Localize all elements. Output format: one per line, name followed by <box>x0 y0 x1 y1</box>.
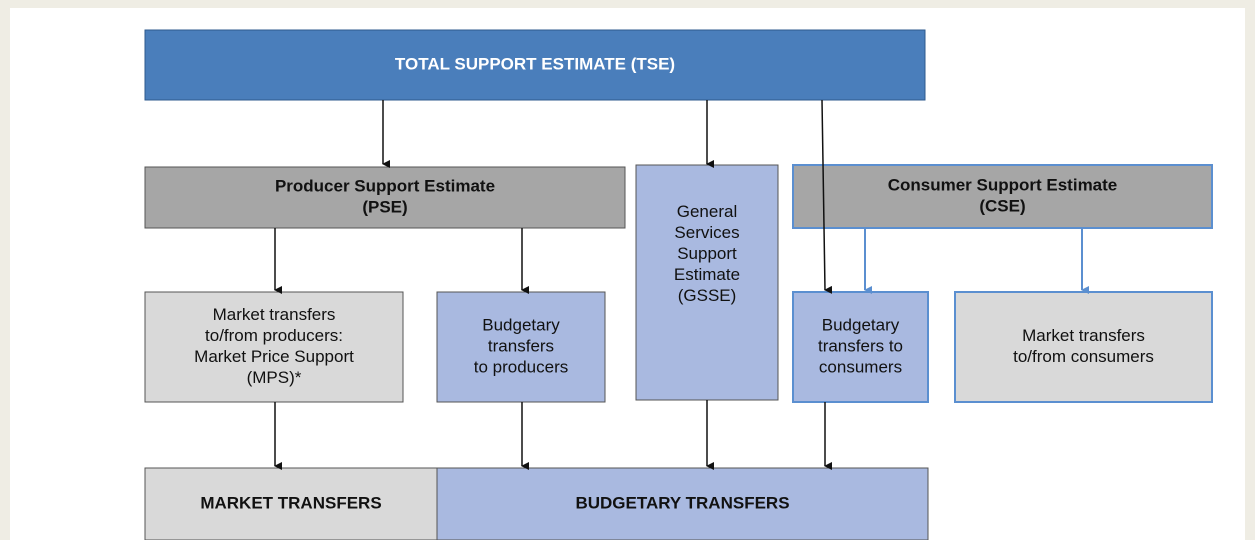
arrows <box>274 99 833 470</box>
box <box>792 164 1213 229</box>
box-label: to/from consumers <box>1013 347 1154 366</box>
box-label: (GSSE) <box>678 286 737 305</box>
box <box>436 467 929 540</box>
arrow <box>821 99 833 294</box>
box-label: consumers <box>819 357 902 376</box>
box-label: to/from producers: <box>205 326 343 345</box>
box-label: (PSE) <box>362 197 407 216</box>
box <box>436 291 606 403</box>
box <box>792 291 929 403</box>
box-label: General <box>677 202 737 221</box>
box-label: BUDGETARY TRANSFERS <box>575 493 789 512</box>
box-label: Producer Support Estimate <box>275 176 495 195</box>
box-label: (MPS)* <box>247 368 302 387</box>
box-label: Budgetary <box>822 315 900 334</box>
box-label: TOTAL SUPPORT ESTIMATE (TSE) <box>395 54 675 73</box>
box <box>144 291 404 403</box>
box-label: (CSE) <box>979 196 1025 215</box>
box-label: transfers <box>488 336 554 355</box>
arrows-blue <box>864 228 1089 294</box>
box-label: Support <box>677 244 737 263</box>
box-label: to producers <box>474 357 569 376</box>
box <box>144 29 926 101</box>
box-label: transfers to <box>818 336 903 355</box>
box <box>954 291 1213 403</box>
box-label: Market transfers <box>213 305 336 324</box>
box-label: Budgetary <box>482 315 560 334</box>
box-label: Market transfers <box>1022 326 1145 345</box>
box <box>144 467 438 540</box>
box <box>635 164 779 401</box>
box-label: Estimate <box>674 265 740 284</box>
box-label: MARKET TRANSFERS <box>200 493 381 512</box>
box-label: Consumer Support Estimate <box>888 175 1118 194</box>
box-label: Services <box>674 223 739 242</box>
box-label: Market Price Support <box>194 347 354 366</box>
